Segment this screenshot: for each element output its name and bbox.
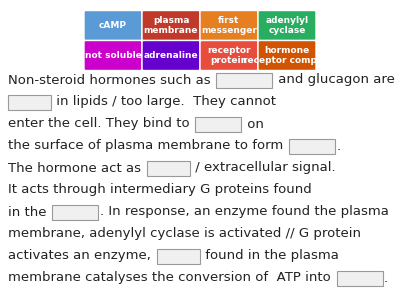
Text: the surface of plasma membrane to form: the surface of plasma membrane to form bbox=[8, 140, 288, 152]
Text: receptor
protein: receptor protein bbox=[207, 46, 251, 65]
Text: membrane, adenylyl cyclase is activated // G protein: membrane, adenylyl cyclase is activated … bbox=[8, 227, 361, 241]
FancyBboxPatch shape bbox=[216, 73, 272, 88]
FancyBboxPatch shape bbox=[258, 40, 316, 70]
Text: adrenaline: adrenaline bbox=[144, 51, 198, 60]
FancyBboxPatch shape bbox=[142, 11, 200, 40]
Text: .: . bbox=[384, 272, 388, 284]
Text: / extracellular signal.: / extracellular signal. bbox=[191, 161, 336, 175]
FancyBboxPatch shape bbox=[195, 116, 241, 131]
FancyBboxPatch shape bbox=[52, 205, 98, 220]
Text: Non-steroid hormones such as: Non-steroid hormones such as bbox=[8, 74, 215, 86]
Text: membrane catalyses the conversion of  ATP into: membrane catalyses the conversion of ATP… bbox=[8, 272, 335, 284]
FancyBboxPatch shape bbox=[147, 160, 190, 175]
Text: The hormone act as: The hormone act as bbox=[8, 161, 145, 175]
Text: not soluble: not soluble bbox=[84, 51, 142, 60]
Text: in lipids / too large.  They cannot: in lipids / too large. They cannot bbox=[52, 95, 276, 109]
FancyBboxPatch shape bbox=[84, 40, 142, 70]
FancyBboxPatch shape bbox=[289, 139, 335, 154]
FancyBboxPatch shape bbox=[8, 94, 50, 110]
FancyBboxPatch shape bbox=[336, 271, 382, 286]
FancyBboxPatch shape bbox=[142, 40, 200, 70]
Text: . In response, an enzyme found the plasma: . In response, an enzyme found the plasm… bbox=[100, 206, 389, 218]
Text: activates an enzyme,: activates an enzyme, bbox=[8, 250, 155, 262]
FancyBboxPatch shape bbox=[200, 11, 258, 40]
Text: adenylyl
cyclase: adenylyl cyclase bbox=[266, 16, 308, 35]
Text: hormone
receptor complex: hormone receptor complex bbox=[242, 46, 332, 65]
FancyBboxPatch shape bbox=[258, 11, 316, 40]
Text: plasma
membrane: plasma membrane bbox=[144, 16, 198, 35]
Text: in the: in the bbox=[8, 206, 51, 218]
Text: on: on bbox=[243, 118, 264, 130]
Text: enter the cell. They bind to: enter the cell. They bind to bbox=[8, 118, 194, 130]
Text: found in the plasma: found in the plasma bbox=[201, 250, 339, 262]
Text: It acts through intermediary G proteins found: It acts through intermediary G proteins … bbox=[8, 184, 312, 196]
Text: .: . bbox=[336, 140, 341, 152]
Text: first
messenger: first messenger bbox=[201, 16, 257, 35]
Text: cAMP: cAMP bbox=[99, 21, 127, 30]
Text: and glucagon are: and glucagon are bbox=[274, 74, 395, 86]
FancyBboxPatch shape bbox=[200, 40, 258, 70]
FancyBboxPatch shape bbox=[157, 248, 200, 263]
FancyBboxPatch shape bbox=[84, 11, 142, 40]
